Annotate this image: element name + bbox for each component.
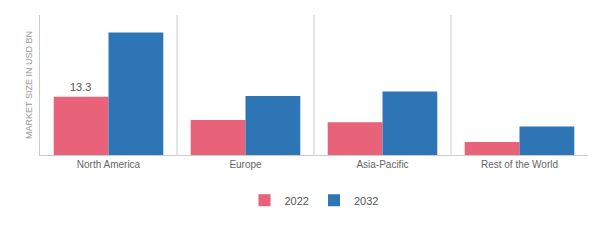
svg-text:2022: 2022	[285, 195, 309, 207]
svg-text:Asia-Pacific: Asia-Pacific	[356, 159, 408, 170]
svg-text:North America: North America	[77, 159, 141, 170]
svg-text:13.3: 13.3	[70, 81, 91, 93]
svg-text:Rest of the World: Rest of the World	[481, 159, 558, 170]
svg-text:MARKET SIZE IN USD BN: MARKET SIZE IN USD BN	[24, 31, 34, 139]
svg-text:Europe: Europe	[229, 159, 262, 170]
svg-text:2032: 2032	[354, 195, 378, 207]
